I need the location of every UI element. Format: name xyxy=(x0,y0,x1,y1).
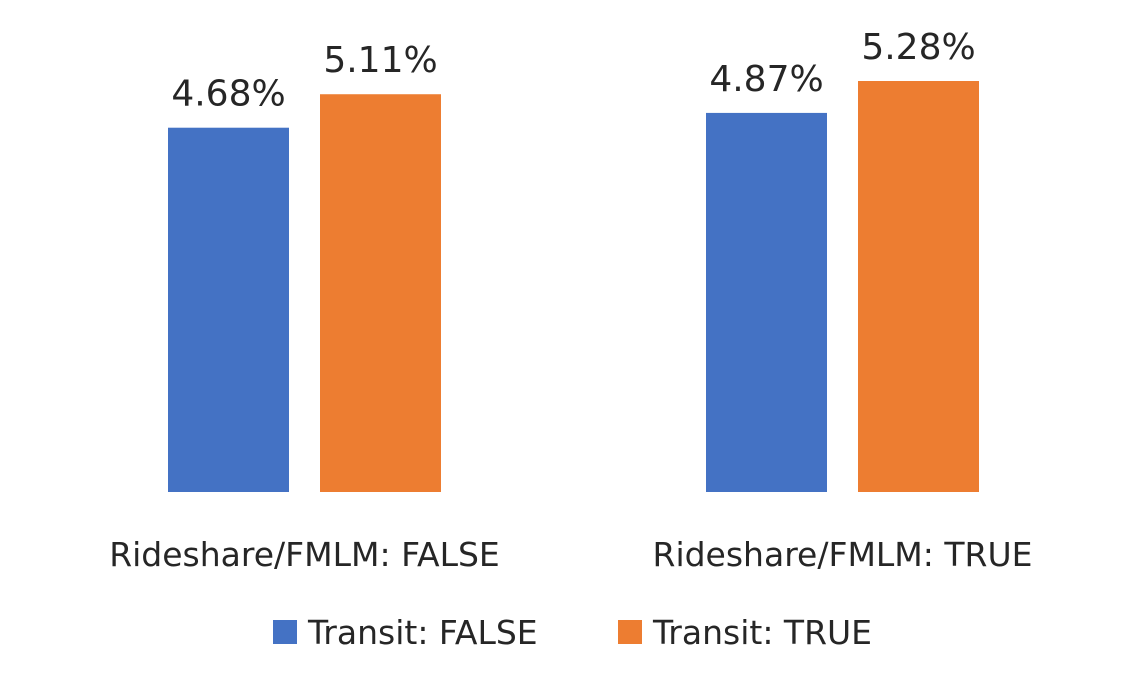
category-labels-layer: Rideshare/FMLM: FALSE Rideshare/FMLM: TRU… xyxy=(109,535,1032,574)
legend-swatch-2 xyxy=(618,620,642,644)
bar-2-1 xyxy=(706,112,827,493)
data-label-1-1: 4.68% xyxy=(171,74,285,115)
legend-swatch-1 xyxy=(273,620,297,644)
legend-label-1: Transit: FALSE xyxy=(307,613,538,652)
legend-label-2: Transit: TRUE xyxy=(652,613,872,652)
data-label-2-2: 5.28% xyxy=(861,27,975,68)
legend: Transit: FALSE Transit: TRUE xyxy=(273,613,872,652)
category-label-1: Rideshare/FMLM: FALSE xyxy=(109,535,500,574)
bars-layer xyxy=(168,81,979,493)
category-label-2: Rideshare/FMLM: TRUE xyxy=(653,535,1033,574)
bar-2-2 xyxy=(858,81,979,492)
bar-1-2 xyxy=(320,94,441,492)
data-label-1-2: 5.11% xyxy=(323,40,437,81)
data-label-2-1: 4.87% xyxy=(709,59,823,100)
bar-1-1 xyxy=(168,127,289,493)
data-labels-layer: 4.68% 5.11% 4.87% 5.28% xyxy=(171,27,975,115)
